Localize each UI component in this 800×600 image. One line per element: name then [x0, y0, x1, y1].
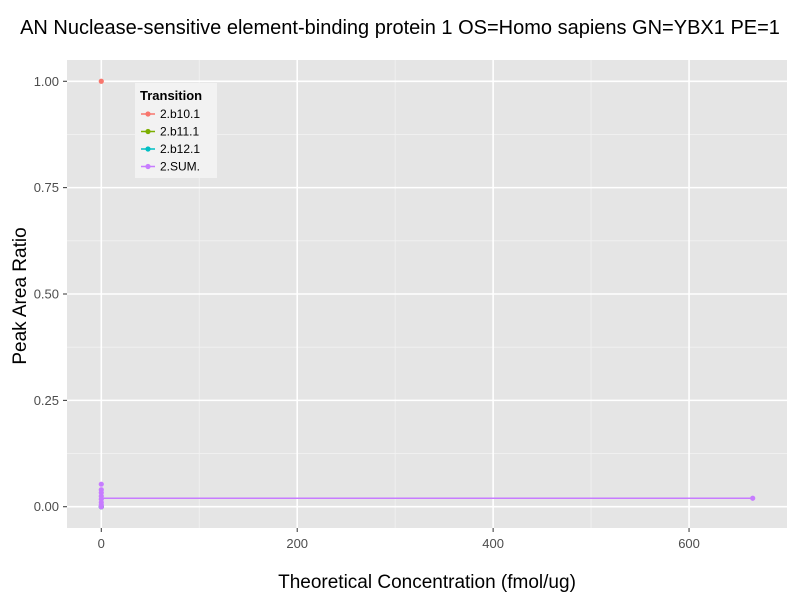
legend-label: 2.b11.1 — [160, 125, 199, 139]
y-tick-label: 0.25 — [34, 393, 59, 408]
y-axis: 0.00 0.25 0.50 0.75 1.00 — [34, 74, 67, 514]
y-tick-label: 0.75 — [34, 180, 59, 195]
x-tick-label: 200 — [286, 536, 308, 551]
legend-label: 2.b12.1 — [160, 142, 200, 156]
legend-key-point — [145, 128, 151, 135]
series-layer — [98, 78, 756, 510]
legend-items: 2.b10.1 2.b11.1 2.b12.1 2.SUM. — [141, 107, 200, 174]
grid-major — [67, 60, 787, 528]
legend-key-point — [145, 163, 151, 170]
data-point — [98, 78, 104, 84]
data-point — [750, 495, 756, 501]
legend-label: 2.SUM. — [160, 160, 200, 174]
x-axis: 0 200 400 600 — [98, 528, 700, 551]
data-point — [98, 504, 104, 510]
data-point — [98, 481, 104, 487]
legend-title: Transition — [140, 88, 202, 103]
x-axis-title: Theoretical Concentration (fmol/ug) — [278, 572, 576, 593]
y-axis-title: Peak Area Ratio — [10, 227, 31, 364]
chart-title: AN Nuclease-sensitive element-binding pr… — [20, 17, 780, 39]
legend-label: 2.b10.1 — [160, 107, 200, 121]
y-tick-label: 0.50 — [34, 287, 59, 302]
x-tick-label: 400 — [482, 536, 504, 551]
x-tick-label: 600 — [678, 536, 700, 551]
y-tick-label: 0.00 — [34, 499, 59, 514]
y-tick-label: 1.00 — [34, 74, 59, 89]
legend: Transition 2.b10.1 2.b11.1 2.b12.1 2.SUM. — [135, 83, 217, 178]
x-tick-label: 0 — [98, 536, 105, 551]
legend-key-point — [145, 146, 151, 152]
legend-key-point — [145, 111, 151, 117]
